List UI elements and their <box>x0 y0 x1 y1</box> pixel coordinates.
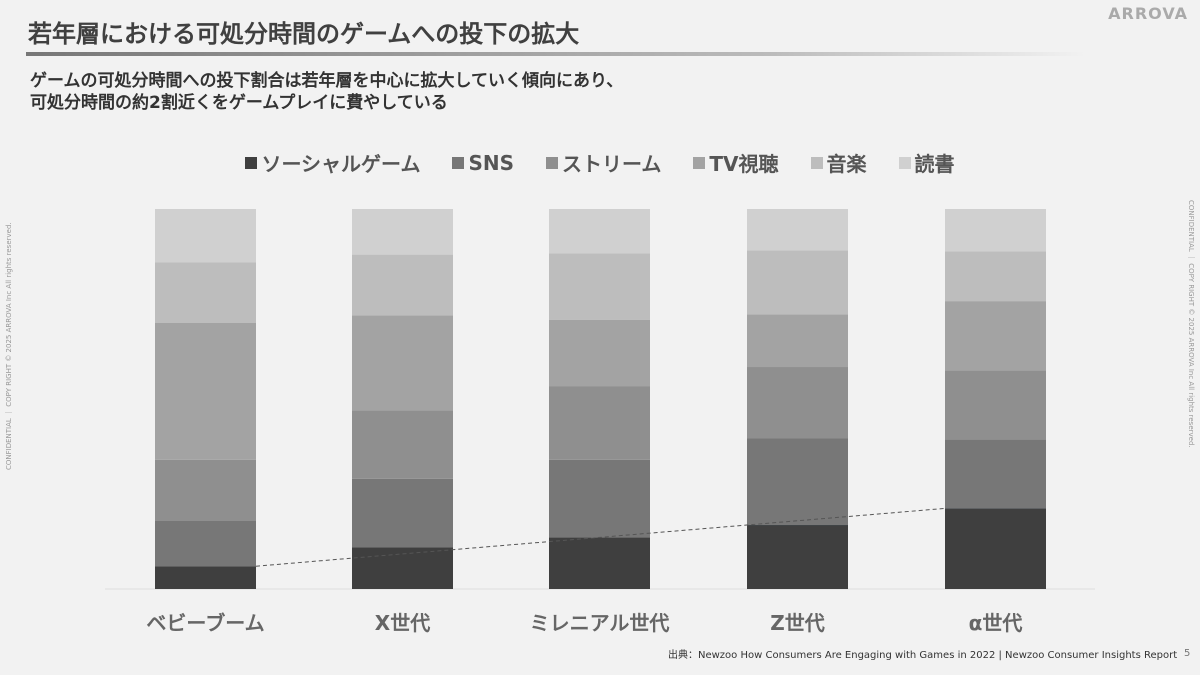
category-label: α世代 <box>969 611 1023 635</box>
bar-segment <box>945 251 1046 302</box>
bar-segment <box>549 319 650 387</box>
legend-swatch <box>245 156 258 169</box>
bar-segment <box>549 537 650 589</box>
legend-label: 音楽 <box>826 152 867 176</box>
bar-segment <box>155 209 256 263</box>
bar-segment <box>747 525 848 589</box>
legend-item: 読書 <box>898 148 955 177</box>
legend-swatch <box>452 156 465 169</box>
legend-swatch <box>898 156 911 169</box>
legend-item: TV視聴 <box>693 148 779 177</box>
category-label: X世代 <box>375 611 430 635</box>
category-label: ベビーブーム <box>146 611 264 635</box>
bar-segment <box>945 508 1046 589</box>
page-number: 5 <box>1184 648 1191 659</box>
bar-segment <box>352 254 453 316</box>
bar-segment <box>549 253 650 320</box>
bar-segment <box>549 459 650 538</box>
bar-segment <box>352 410 453 479</box>
legend-item: 音楽 <box>810 148 867 177</box>
legend-swatch <box>546 156 558 169</box>
bar-segment <box>747 438 848 526</box>
legend-item: SNS <box>452 148 514 177</box>
category-label: ミレニアル世代 <box>530 611 670 635</box>
bar-segment <box>945 209 1046 252</box>
bar-segment <box>155 262 256 323</box>
bar-segment <box>352 478 453 548</box>
legend-item: ストリーム <box>546 148 661 177</box>
bar-segment <box>747 209 848 251</box>
bar-segment <box>155 520 256 567</box>
bar-segment <box>945 439 1046 509</box>
category-label: Z世代 <box>770 611 825 635</box>
bar-segment <box>352 315 453 411</box>
trend-line <box>255 507 946 567</box>
title-divider <box>26 52 1086 56</box>
legend-label: SNS <box>468 150 514 175</box>
legend-swatch <box>810 156 823 169</box>
legend-label: TV視聴 <box>709 152 779 176</box>
bar-segment <box>549 209 650 254</box>
bar-segment <box>747 314 848 368</box>
subtitle-line-1: ゲームの可処分時間への投下割合は若年層を中心に拡大していく傾向にあり、 <box>30 71 624 91</box>
page-title: 若年層における可処分時間のゲームへの投下の拡大 <box>28 20 580 48</box>
bar-segment <box>945 301 1046 371</box>
source-note: 出典：Newzoo How Consumers Are Engaging wit… <box>668 650 1178 661</box>
bar-segment <box>747 367 848 439</box>
subtitle-line-2: 可処分時間の約2割近くをゲームプレイに費やしている <box>30 93 448 113</box>
bar-segment <box>155 459 256 521</box>
legend-label: 読書 <box>914 152 955 176</box>
bar-segment <box>747 250 848 315</box>
bar-segment <box>352 209 453 255</box>
chart-legend: ソーシャルゲーム SNS ストリーム TV視聴 音楽 読書 <box>0 148 1200 177</box>
bar-segment <box>155 323 256 460</box>
legend-label: ストリーム <box>562 152 662 176</box>
bar-segment <box>352 547 453 589</box>
legend-label: ソーシャルゲーム <box>261 152 421 176</box>
bar-segment <box>155 566 256 589</box>
legend-swatch <box>693 156 706 169</box>
logo: ARROVA <box>1108 4 1188 23</box>
confidential-notice-right: CONFIDENTIAL ｜ COPY RIGHT © 2025 ARROVA … <box>1187 200 1195 448</box>
legend-item: ソーシャルゲーム <box>245 148 420 177</box>
bar-segment <box>945 370 1046 440</box>
confidential-notice-left: CONFIDENTIAL ｜ COPY RIGHT © 2025 ARROVA … <box>5 222 13 470</box>
bar-segment <box>549 386 650 460</box>
